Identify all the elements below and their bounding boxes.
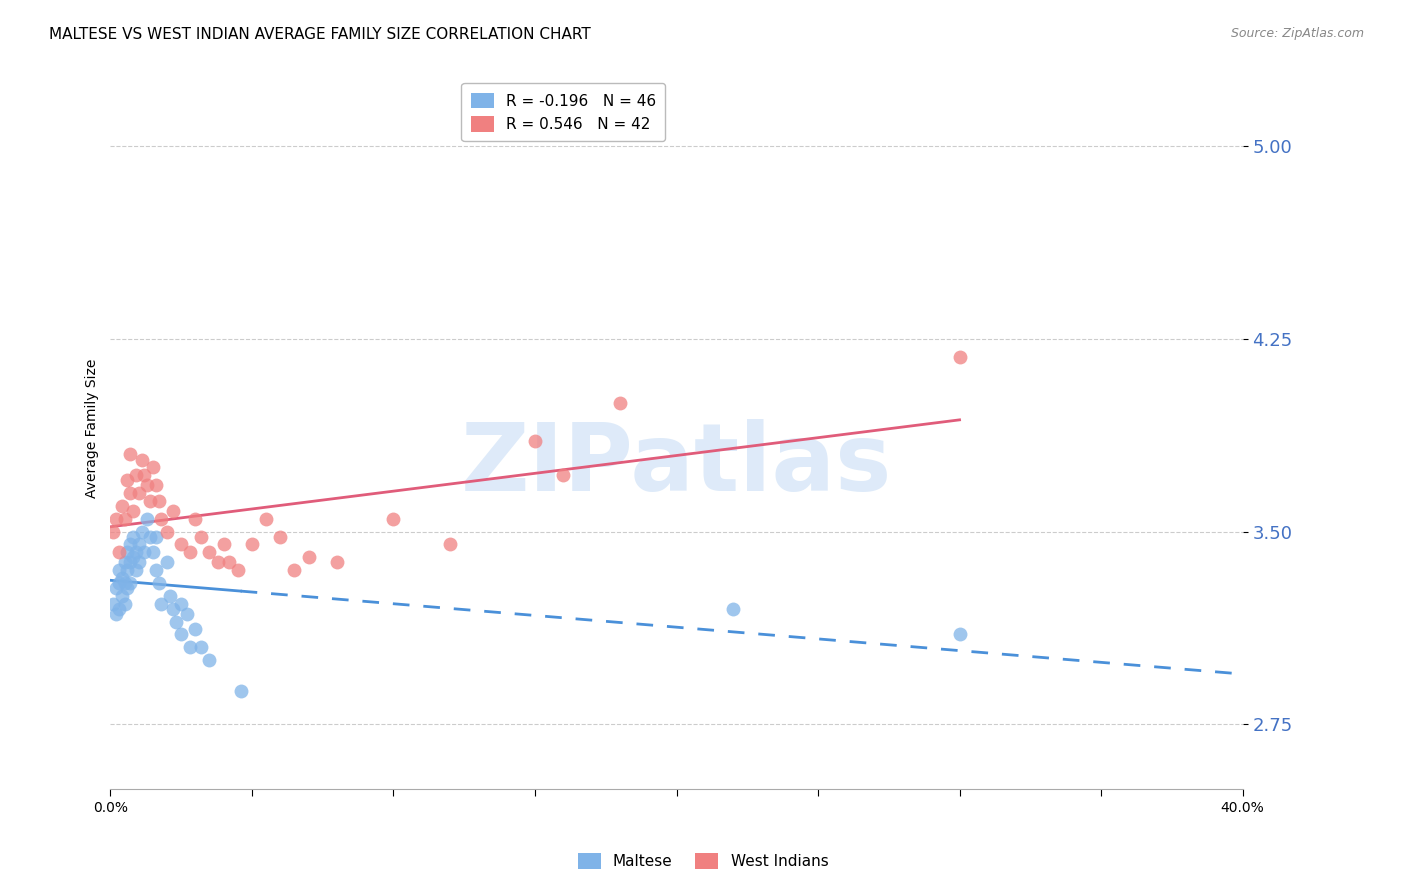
Point — [226, 563, 249, 577]
Point — [117, 473, 139, 487]
Point — [114, 576, 136, 591]
Legend: Maltese, West Indians: Maltese, West Indians — [572, 847, 834, 875]
Point — [218, 555, 240, 569]
Point — [184, 622, 207, 636]
Point — [524, 434, 547, 449]
Point — [105, 607, 128, 621]
Point — [105, 581, 128, 595]
Point — [179, 545, 201, 559]
Point — [128, 537, 150, 551]
Point — [111, 589, 134, 603]
Point — [125, 467, 148, 482]
Text: MALTESE VS WEST INDIAN AVERAGE FAMILY SIZE CORRELATION CHART: MALTESE VS WEST INDIAN AVERAGE FAMILY SI… — [49, 27, 591, 42]
Point — [170, 627, 193, 641]
Point — [142, 460, 165, 475]
Text: Source: ZipAtlas.com: Source: ZipAtlas.com — [1230, 27, 1364, 40]
Point — [105, 511, 128, 525]
Point — [207, 555, 229, 569]
Y-axis label: Average Family Size: Average Family Size — [86, 359, 100, 499]
Point — [122, 530, 145, 544]
Point — [122, 550, 145, 565]
Point — [134, 467, 156, 482]
Point — [131, 524, 153, 539]
Point — [162, 601, 184, 615]
Point — [297, 550, 319, 565]
Point — [142, 545, 165, 559]
Point — [125, 563, 148, 577]
Point — [165, 615, 187, 629]
Point — [326, 555, 349, 569]
Point — [159, 589, 181, 603]
Point — [136, 478, 159, 492]
Point — [176, 607, 198, 621]
Point — [117, 563, 139, 577]
Point — [148, 493, 170, 508]
Point — [553, 467, 575, 482]
Point — [254, 511, 277, 525]
Point — [179, 640, 201, 655]
Point — [162, 504, 184, 518]
Point — [122, 504, 145, 518]
Point — [120, 576, 142, 591]
Point — [198, 545, 221, 559]
Point — [131, 452, 153, 467]
Point — [128, 555, 150, 569]
Point — [198, 653, 221, 667]
Point — [128, 486, 150, 500]
Point — [117, 545, 139, 559]
Point — [108, 576, 131, 591]
Point — [139, 493, 162, 508]
Point — [103, 597, 125, 611]
Point — [190, 640, 212, 655]
Point — [212, 537, 235, 551]
Point — [150, 511, 173, 525]
Point — [190, 530, 212, 544]
Point — [120, 486, 142, 500]
Point — [134, 545, 156, 559]
Point — [114, 511, 136, 525]
Point — [240, 537, 263, 551]
Point — [114, 597, 136, 611]
Point — [609, 396, 631, 410]
Point — [170, 597, 193, 611]
Point — [108, 545, 131, 559]
Point — [108, 601, 131, 615]
Point — [382, 511, 405, 525]
Legend: R = -0.196   N = 46, R = 0.546   N = 42: R = -0.196 N = 46, R = 0.546 N = 42 — [461, 83, 665, 141]
Point — [283, 563, 305, 577]
Point — [184, 511, 207, 525]
Point — [117, 581, 139, 595]
Point — [269, 530, 291, 544]
Point — [156, 555, 179, 569]
Point — [229, 684, 252, 698]
Point — [136, 511, 159, 525]
Point — [145, 478, 167, 492]
Point — [170, 537, 193, 551]
Point — [150, 597, 173, 611]
Point — [125, 545, 148, 559]
Point — [948, 350, 970, 364]
Point — [439, 537, 461, 551]
Point — [148, 576, 170, 591]
Point — [108, 563, 131, 577]
Point — [103, 524, 125, 539]
Point — [156, 524, 179, 539]
Text: ZIPatlas: ZIPatlas — [461, 418, 893, 510]
Point — [111, 571, 134, 585]
Point — [120, 447, 142, 461]
Point — [120, 555, 142, 569]
Point — [139, 530, 162, 544]
Point — [145, 530, 167, 544]
Point — [114, 555, 136, 569]
Point — [120, 537, 142, 551]
Point — [948, 627, 970, 641]
Point — [145, 563, 167, 577]
Point — [111, 499, 134, 513]
Point — [721, 601, 744, 615]
